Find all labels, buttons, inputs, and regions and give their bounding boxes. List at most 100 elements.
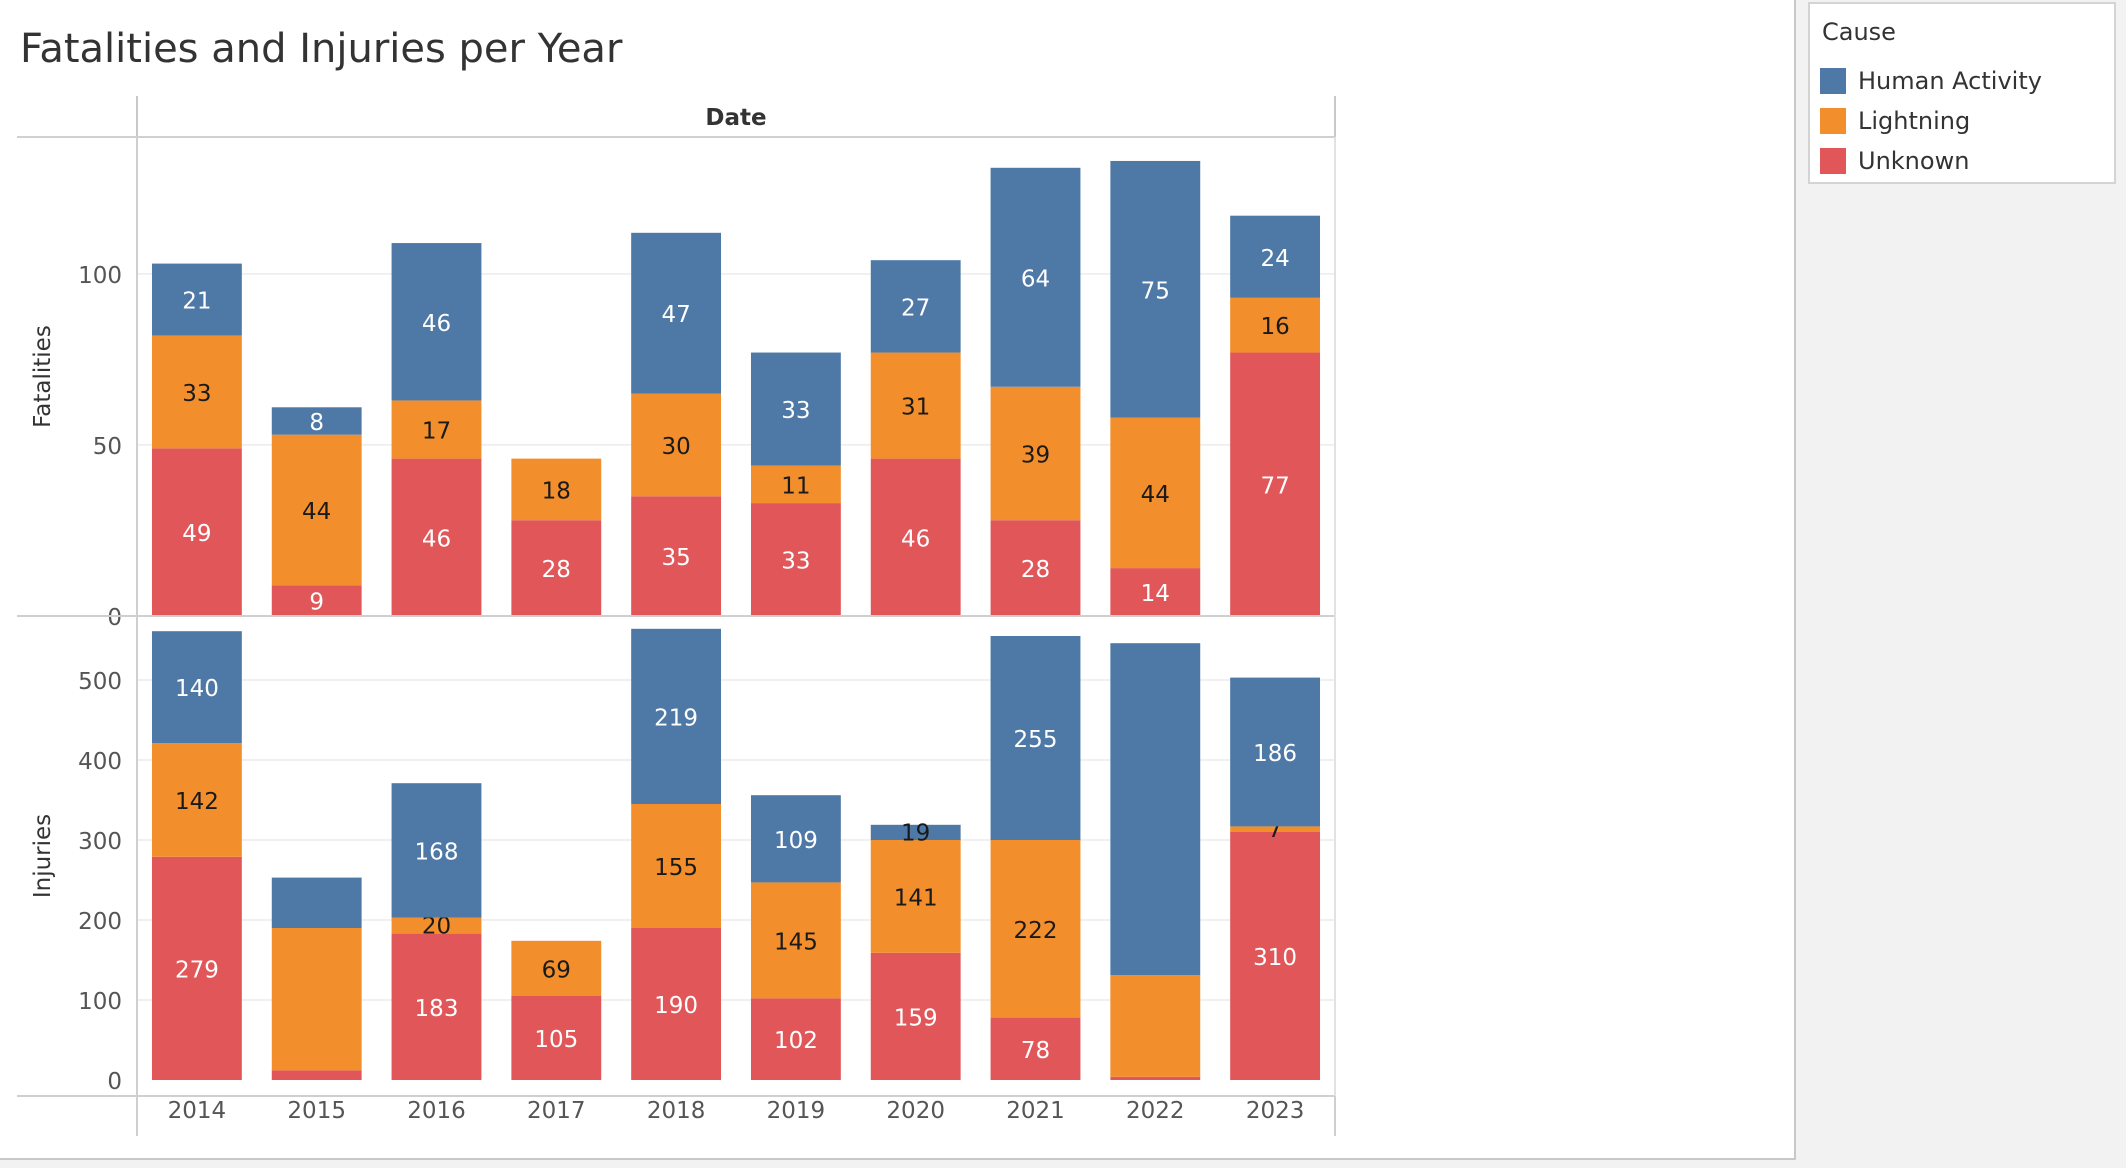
fatalities-data-label-lightning-2015: 44: [302, 499, 331, 525]
fatalities-data-label-lightning-2017: 18: [542, 478, 571, 504]
injuries-bar-unknown-2014: [151, 856, 242, 1080]
fatalities-bar-unknown-2020: [870, 458, 961, 616]
legend-label-unknown: Unknown: [1858, 147, 1970, 175]
x-tick-label-2023: 2023: [1246, 1098, 1305, 1124]
fatalities-data-label-lightning-2023: 16: [1260, 314, 1289, 340]
injuries-data-label-unknown-2021: 78: [1021, 1038, 1050, 1064]
injuries-data-label-unknown-2016: 183: [415, 996, 459, 1022]
fatalities-bar-human-activity-2023: [1230, 215, 1321, 298]
fatalities-bar-human-activity-2018: [631, 232, 722, 394]
injuries-data-label-unknown-2018: 190: [654, 993, 698, 1019]
injuries-data-label-human-activity-2020: 19: [901, 820, 930, 846]
fatalities-tick-label: 50: [93, 434, 122, 460]
fatalities-data-label-human-activity-2014: 21: [182, 289, 211, 315]
fatalities-data-label-unknown-2014: 49: [182, 521, 211, 547]
injuries-bar-unknown-2019: [750, 998, 841, 1080]
fatalities-data-label-human-activity-2022: 75: [1141, 278, 1170, 304]
injuries-tick-label: 0: [107, 1069, 122, 1095]
fatalities-bar-unknown-2019: [750, 503, 841, 616]
injuries-bar-unknown-2021: [990, 1017, 1081, 1080]
injuries-data-label-lightning-2021: 222: [1014, 918, 1058, 944]
fatalities-bar-lightning-2019: [750, 465, 841, 504]
injuries-bar-lightning-2018: [631, 804, 722, 928]
injuries-bar-lightning-2015: [271, 928, 362, 1071]
fatalities-data-label-human-activity-2023: 24: [1260, 246, 1289, 272]
fatalities-bar-human-activity-2016: [391, 243, 482, 401]
x-tick-label-2022: 2022: [1126, 1098, 1185, 1124]
injuries-data-label-lightning-2018: 155: [654, 855, 698, 881]
fatalities-data-label-human-activity-2015: 8: [309, 410, 324, 436]
injuries-bar-human-activity-2022: [1110, 643, 1201, 976]
injuries-bar-human-activity-2020: [870, 824, 961, 840]
fatalities-bar-lightning-2014: [151, 335, 242, 449]
fatalities-data-label-human-activity-2016: 46: [422, 311, 451, 337]
fatalities-data-label-unknown-2021: 28: [1021, 557, 1050, 583]
injuries-bar-unknown-2018: [631, 928, 722, 1080]
injuries-bar-unknown-2016: [391, 933, 482, 1080]
fatalities-tick-label: 0: [107, 605, 122, 631]
fatalities-bar-lightning-2017: [511, 458, 602, 521]
fatalities-data-label-unknown-2016: 46: [422, 526, 451, 552]
fatalities-data-label-unknown-2023: 77: [1260, 473, 1289, 499]
injuries-data-label-unknown-2017: 105: [534, 1027, 578, 1053]
injuries-tick-label: 200: [78, 909, 122, 935]
fatalities-data-label-unknown-2019: 33: [781, 549, 810, 575]
injuries-tick-label: 500: [78, 669, 122, 695]
fatalities-bar-human-activity-2015: [271, 407, 362, 435]
fatalities-bar-lightning-2023: [1230, 297, 1321, 353]
fatalities-bar-unknown-2023: [1230, 352, 1321, 616]
injuries-data-label-unknown-2014: 279: [175, 957, 219, 983]
x-tick-label-2021: 2021: [1006, 1098, 1065, 1124]
fatalities-data-label-lightning-2019: 11: [781, 473, 810, 499]
x-tick-label-2015: 2015: [287, 1098, 346, 1124]
fatalities-bar-lightning-2016: [391, 400, 482, 459]
injuries-bar-human-activity-2015: [271, 877, 362, 928]
injuries-axis-title: Injuries: [30, 814, 56, 898]
fatalities-bar-unknown-2016: [391, 458, 482, 616]
chart: Date050100Fatalities49332194484617462818…: [17, 96, 1336, 1136]
fatalities-data-label-unknown-2018: 35: [661, 545, 690, 571]
fatalities-data-label-unknown-2015: 9: [309, 590, 324, 616]
injuries-bar-unknown-2022: [1110, 1076, 1201, 1080]
injuries-bar-human-activity-2018: [631, 628, 722, 804]
chart-title: Fatalities and Injuries per Year: [20, 26, 623, 72]
injuries-bar-unknown-2015: [271, 1070, 362, 1080]
injuries-bar-unknown-2017: [511, 996, 602, 1080]
injuries-data-label-human-activity-2019: 109: [774, 828, 818, 854]
fatalities-data-label-lightning-2020: 31: [901, 395, 930, 421]
fatalities-data-label-unknown-2017: 28: [542, 557, 571, 583]
injuries-data-label-human-activity-2023: 186: [1253, 741, 1297, 767]
injuries-bar-human-activity-2021: [990, 636, 1081, 840]
fatalities-bar-human-activity-2021: [990, 167, 1081, 387]
injuries-data-label-human-activity-2021: 255: [1014, 727, 1058, 753]
legend-label-human-activity: Human Activity: [1858, 67, 2042, 95]
injuries-tick-label: 400: [78, 749, 122, 775]
dashboard-panel: Fatalities and Injuries per Year Date 0 50…: [0, 0, 1796, 1160]
legend-swatch-lightning: [1820, 108, 1846, 134]
injuries-bar-lightning-2022: [1110, 975, 1201, 1077]
fatalities-bar-lightning-2022: [1110, 417, 1201, 569]
fatalities-bar-lightning-2020: [870, 352, 961, 459]
fatalities-data-label-lightning-2022: 44: [1141, 482, 1170, 508]
fatalities-data-label-human-activity-2018: 47: [661, 302, 690, 328]
legend-title: Cause: [1822, 18, 1896, 46]
fatalities-bar-unknown-2021: [990, 520, 1081, 616]
legend-label-lightning: Lightning: [1858, 107, 1971, 135]
fatalities-bar-unknown-2022: [1110, 568, 1201, 616]
x-tick-label-2018: 2018: [647, 1098, 706, 1124]
fatalities-bar-unknown-2014: [151, 448, 242, 616]
injuries-data-label-lightning-2016: 20: [422, 914, 451, 940]
legend-swatch-unknown: [1820, 148, 1846, 174]
injuries-bar-human-activity-2014: [151, 631, 242, 744]
fatalities-data-label-unknown-2022: 14: [1141, 581, 1170, 607]
injuries-bar-lightning-2023: [1230, 826, 1321, 832]
fatalities-bar-human-activity-2020: [870, 260, 961, 353]
fatalities-data-label-human-activity-2020: 27: [901, 295, 930, 321]
fatalities-bar-lightning-2021: [990, 386, 1081, 521]
fatalities-bar-unknown-2018: [631, 496, 722, 616]
x-tick-label-2014: 2014: [168, 1098, 227, 1124]
injuries-tick-label: 300: [78, 829, 122, 855]
injuries-data-label-human-activity-2018: 219: [654, 705, 698, 731]
injuries-bar-lightning-2017: [511, 940, 602, 996]
x-tick-label-2017: 2017: [527, 1098, 586, 1124]
